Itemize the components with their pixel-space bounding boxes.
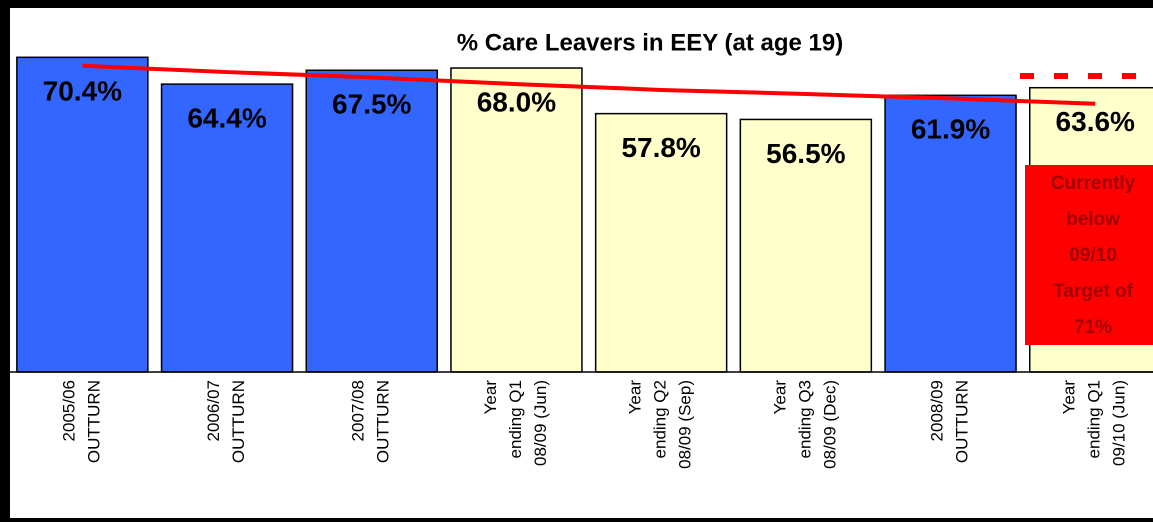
value-label: 70.4% [43,76,122,107]
value-label: 68.0% [477,86,556,117]
x-tick-label: 08/09 (Jun) [531,380,550,466]
value-label: 57.8% [621,132,700,163]
value-label: 64.4% [187,103,266,134]
x-tick-label: ending Q3 [795,380,814,458]
x-tick-label: Year [1060,380,1079,415]
x-tick-label: 2008/09 [928,380,947,441]
bar [884,94,1017,373]
value-label: 63.6% [1056,106,1135,137]
x-tick-label: Year [481,380,500,415]
annotation-text: below [1066,209,1120,230]
x-tick-label: OUTTURN [953,380,972,463]
x-tick-label: Year [770,380,789,415]
bar [739,118,873,373]
bar [450,67,583,373]
line-series [82,63,1096,106]
x-tick-label: 09/10 (Jun) [1110,380,1129,466]
value-label: 67.5% [332,89,411,120]
annotation-box [1025,165,1153,345]
x-tick-label: Year [626,380,645,415]
x-tick-label: 2007/08 [349,380,368,441]
annotation-text: Target of [1053,281,1134,302]
x-tick-label: OUTTURN [374,380,393,463]
annotation-text: 71% [1074,317,1112,338]
value-label: 61.9% [911,114,990,145]
bar [160,83,294,373]
annotation-text: 09/10 [1069,245,1117,266]
x-tick-label: OUTTURN [229,380,248,463]
chart-title: % Care Leavers in EEY (at age 19) [457,29,843,56]
x-tick-label: OUTTURN [84,380,103,463]
x-tick-label: ending Q1 [506,380,525,458]
x-tick-label: ending Q2 [651,380,670,458]
value-label: 56.5% [766,138,845,169]
x-tick-label: 08/09 (Dec) [820,380,839,469]
x-tick-label: 2005/06 [59,380,78,441]
bar [305,69,438,373]
x-tick-label: 2006/07 [204,380,223,441]
x-tick-label: ending Q1 [1085,380,1104,458]
bar [594,112,728,373]
x-tick-label: 08/09 (Sep) [676,380,695,469]
annotation-text: Currently [1051,173,1136,194]
